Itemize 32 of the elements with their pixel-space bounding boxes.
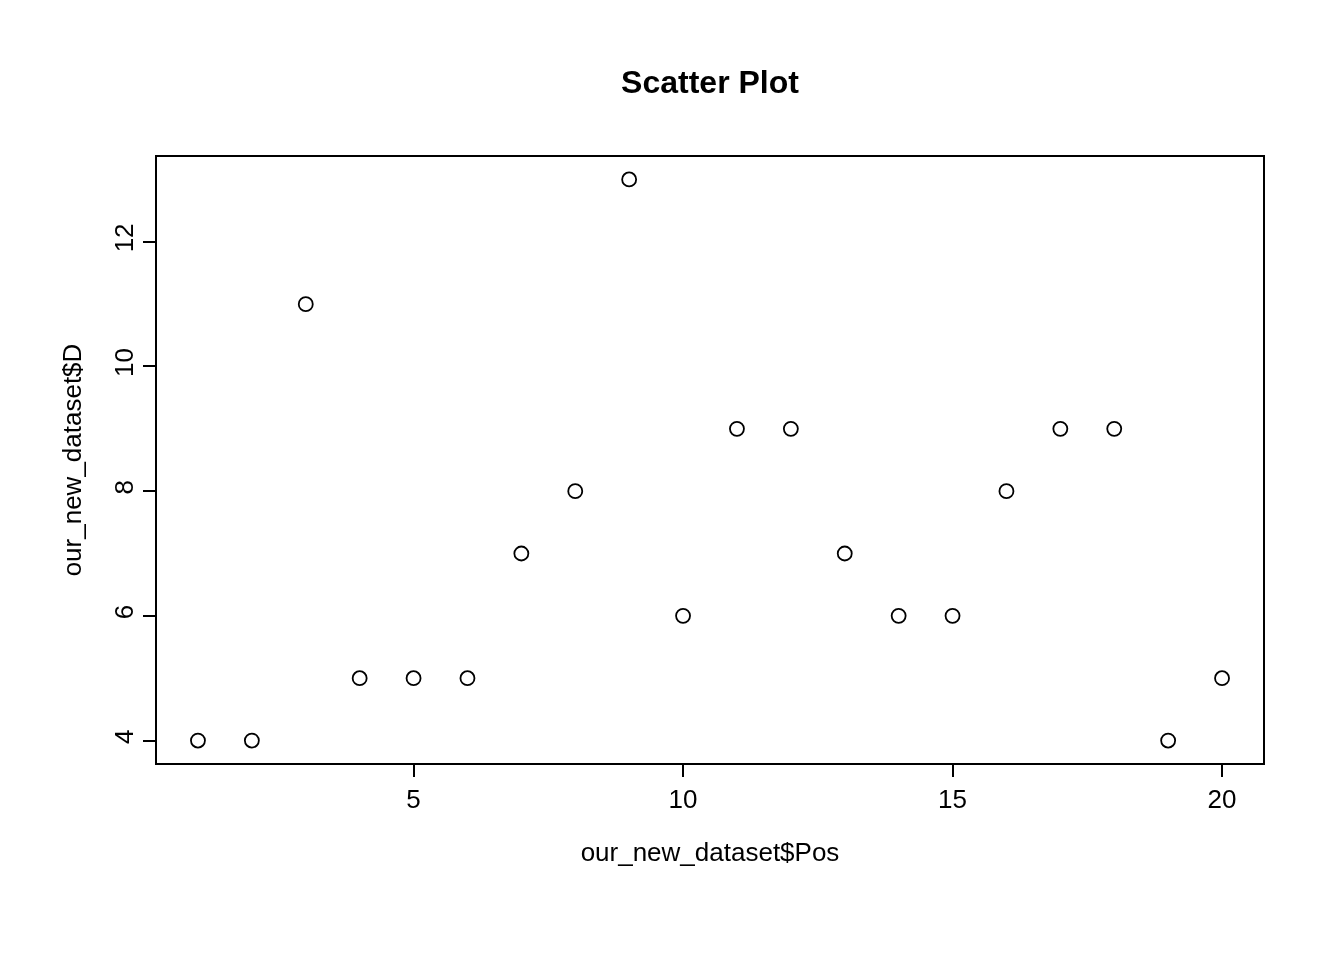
- point: [621, 171, 638, 188]
- point: [890, 607, 907, 624]
- y-tick-label: 8: [108, 480, 139, 495]
- point: [1052, 420, 1069, 437]
- point: [836, 545, 853, 562]
- point: [729, 420, 745, 437]
- point: [513, 545, 530, 562]
- point: [351, 670, 368, 687]
- point: [405, 670, 422, 687]
- y-tick-label: 12: [108, 223, 139, 253]
- point: [944, 607, 961, 624]
- point: [1160, 732, 1177, 749]
- x-tick-label: 10: [668, 783, 698, 814]
- x-axis-title: our_new_dataset$Pos: [580, 837, 840, 868]
- y-tick-label: 4: [108, 729, 139, 744]
- point: [998, 483, 1015, 500]
- point: [1214, 670, 1230, 687]
- point: [190, 732, 206, 749]
- point: [567, 483, 584, 500]
- y-tick-label: 10: [108, 348, 139, 378]
- point: [297, 296, 314, 313]
- y-axis-title: our_new_dataset$D: [56, 343, 87, 577]
- x-tick-label: 5: [406, 783, 421, 814]
- x-tick-label: 15: [938, 783, 967, 814]
- y-tick-label: 6: [108, 604, 139, 620]
- point: [459, 670, 476, 687]
- point: [243, 732, 260, 749]
- chart-title: Scatter Plot: [621, 63, 800, 100]
- point: [675, 607, 691, 624]
- point: [782, 420, 799, 437]
- point: [1106, 420, 1123, 437]
- x-tick-label: 20: [1207, 783, 1237, 814]
